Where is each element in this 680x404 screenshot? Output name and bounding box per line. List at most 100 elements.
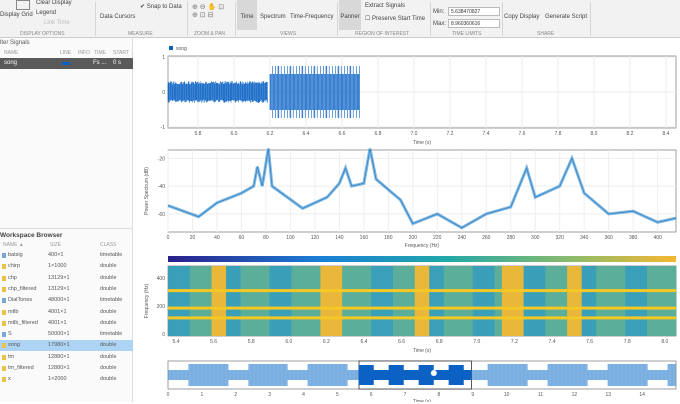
spectrogram-cell bbox=[538, 266, 546, 336]
x-tick-label: 7.0 bbox=[473, 339, 480, 345]
x-tick-label: 240 bbox=[458, 235, 467, 241]
panner-button[interactable]: Panner bbox=[339, 0, 361, 30]
time-view-button[interactable]: Time bbox=[237, 0, 257, 30]
spectrogram-cell bbox=[400, 266, 408, 336]
toolstrip: Display Grid Clear Display Legend Link T… bbox=[0, 0, 680, 38]
variable-size: 4001×1 bbox=[48, 307, 67, 318]
line-color-swatch[interactable] bbox=[62, 62, 70, 65]
x-tick-label: 280 bbox=[507, 235, 516, 241]
preserve-start-time-checkbox[interactable]: ☐ Preserve Start Time bbox=[365, 15, 425, 22]
spectrogram-cell bbox=[262, 266, 270, 336]
spectrogram-cell bbox=[255, 266, 263, 336]
y-tick-label: 0 bbox=[162, 332, 165, 338]
workspace-row[interactable]: x1×2000double bbox=[0, 374, 133, 385]
variable-icon bbox=[2, 321, 6, 326]
harmonic-band bbox=[168, 289, 676, 292]
spectrogram-cell bbox=[495, 266, 503, 336]
data-cursors-button[interactable]: Data Cursors bbox=[100, 14, 135, 20]
variable-name: batsig bbox=[8, 250, 23, 261]
column-header[interactable]: NAME bbox=[4, 50, 18, 56]
spectrogram-cell bbox=[582, 266, 590, 336]
spectrogram-cell bbox=[603, 266, 611, 336]
max-label: Max: bbox=[433, 21, 446, 27]
workspace-row[interactable]: song17980×1double bbox=[0, 340, 133, 351]
section-time-limits: TIME LIMITS bbox=[452, 31, 481, 37]
min-time-input[interactable]: 5.638470827 bbox=[448, 7, 500, 16]
extract-signals-button[interactable]: Extract Signals bbox=[365, 3, 405, 9]
workspace-row[interactable]: chp_filtered13129×1double bbox=[0, 284, 133, 295]
time-frequency-view-button[interactable]: Time-Frequency bbox=[290, 14, 333, 20]
variable-size: 50000×1 bbox=[48, 329, 70, 340]
copy-display-button[interactable]: Copy Display bbox=[504, 14, 539, 20]
spectrogram-cell bbox=[444, 266, 452, 336]
section-region-of-interest: REGION OF INTEREST bbox=[355, 31, 409, 37]
variable-class: double bbox=[100, 340, 117, 351]
column-header[interactable]: INFO bbox=[78, 50, 90, 56]
zoom-icons[interactable]: ⊕ ⊖ ✋ ⊡⊕ ⊡ ⊟ bbox=[192, 3, 224, 19]
snap-to-data-checkbox[interactable]: ✔ Snap to Data bbox=[140, 3, 182, 10]
signal-row-song[interactable]: song Fs ... 0 s bbox=[0, 58, 133, 69]
variable-size: 4001×1 bbox=[48, 318, 67, 329]
spectrogram-cell bbox=[647, 266, 655, 336]
workspace-row[interactable]: tm_filtered12880×1double bbox=[0, 363, 133, 374]
x-tick-label: 40 bbox=[214, 235, 220, 241]
spectrogram-cell bbox=[480, 266, 488, 336]
variable-class: double bbox=[100, 363, 117, 374]
workspace-row[interactable]: DialTones48000×1timetable bbox=[0, 295, 133, 306]
workspace-row[interactable]: mtlb4001×1double bbox=[0, 307, 133, 318]
x-tick-label: 6.6 bbox=[398, 339, 405, 345]
workspace-row[interactable]: mtlb_filtered4001×1double bbox=[0, 318, 133, 329]
variable-name: DialTones bbox=[8, 295, 32, 306]
workspace-row[interactable]: chirp1×1000double bbox=[0, 261, 133, 272]
display-grid-button[interactable]: Display Grid bbox=[0, 12, 33, 18]
workspace-row[interactable]: batsig400×1timetable bbox=[0, 250, 133, 261]
column-header[interactable]: TIME bbox=[94, 50, 106, 56]
workspace-row[interactable]: S50000×1timetable bbox=[0, 329, 133, 340]
spectrum-view-button[interactable]: Spectrum bbox=[260, 14, 286, 20]
spectrogram-cell bbox=[306, 266, 314, 336]
y-tick-label: -1 bbox=[161, 125, 166, 131]
y-axis-label: Power Spectrum (dB) bbox=[144, 167, 150, 215]
y-tick-label: 0 bbox=[162, 90, 165, 96]
spectrogram-cell bbox=[393, 266, 401, 336]
max-time-input[interactable]: 8.960360616 bbox=[448, 19, 500, 28]
spectrogram-cell bbox=[270, 266, 278, 336]
spectrogram-cell bbox=[233, 266, 241, 336]
workspace-browser-title: Workspace Browser bbox=[0, 232, 62, 239]
column-header[interactable]: NAME ▲ bbox=[3, 242, 24, 248]
plots-svg[interactable]: song5.86.06.26.46.66.87.07.27.47.67.88.0… bbox=[134, 38, 680, 402]
clear-display-button[interactable]: Clear Display bbox=[36, 0, 72, 6]
x-axis-label: Time (s) bbox=[413, 140, 431, 146]
variable-icon bbox=[2, 355, 6, 360]
column-header[interactable]: START bbox=[113, 50, 129, 56]
spectrogram-cell bbox=[371, 266, 379, 336]
column-header[interactable]: SIZE bbox=[50, 242, 61, 248]
section-measure: MEASURE bbox=[128, 31, 153, 37]
y-axis-label: Frequency (Hz) bbox=[144, 283, 150, 318]
x-tick-label: 260 bbox=[482, 235, 491, 241]
generate-script-button[interactable]: Generate Script bbox=[545, 14, 587, 20]
spectrogram-cell bbox=[183, 266, 191, 336]
x-tick-label: 6.4 bbox=[361, 339, 368, 345]
column-header[interactable]: LINE bbox=[60, 50, 71, 56]
spectrogram-cell bbox=[466, 266, 474, 336]
x-tick-label: 8 bbox=[438, 392, 441, 398]
y-tick-label: 400 bbox=[157, 276, 166, 282]
x-tick-label: 7.8 bbox=[555, 131, 562, 137]
variable-icon bbox=[2, 276, 6, 281]
variable-icon bbox=[2, 332, 6, 337]
workspace-row[interactable]: tm12880×1double bbox=[0, 352, 133, 363]
x-tick-label: 6 bbox=[370, 392, 373, 398]
x-tick-label: 180 bbox=[384, 235, 393, 241]
x-tick-label: 6.0 bbox=[231, 131, 238, 137]
variable-name: song bbox=[8, 340, 20, 351]
workspace-row[interactable]: chp13129×1double bbox=[0, 273, 133, 284]
variable-name: S bbox=[8, 329, 12, 340]
legend-button[interactable]: Legend bbox=[36, 10, 56, 16]
spectrogram-cell bbox=[190, 266, 198, 336]
x-tick-label: 14 bbox=[639, 392, 645, 398]
variable-name: tm bbox=[8, 352, 14, 363]
link-time-button: Link Time bbox=[44, 20, 70, 26]
variable-icon bbox=[2, 287, 6, 292]
column-header[interactable]: CLASS bbox=[100, 242, 116, 248]
